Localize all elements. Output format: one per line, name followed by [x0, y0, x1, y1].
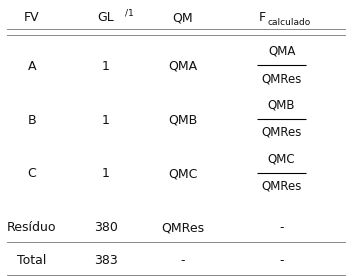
Text: QMRes: QMRes: [162, 221, 205, 234]
Text: 380: 380: [94, 221, 118, 234]
Text: 1: 1: [102, 113, 109, 127]
Text: -: -: [279, 254, 284, 267]
Text: Resíduo: Resíduo: [7, 221, 56, 234]
Text: -: -: [181, 254, 185, 267]
Text: QMA: QMA: [268, 44, 295, 58]
Text: B: B: [27, 113, 36, 127]
Text: QMRes: QMRes: [262, 180, 302, 193]
Text: C: C: [27, 167, 36, 181]
Text: A: A: [27, 60, 36, 73]
Text: FV: FV: [24, 11, 39, 25]
Text: QMRes: QMRes: [262, 72, 302, 85]
Text: QMA: QMA: [169, 60, 197, 73]
Text: calculado: calculado: [268, 18, 311, 27]
Text: GL: GL: [97, 11, 114, 25]
Text: /1: /1: [125, 9, 134, 17]
Text: QMRes: QMRes: [262, 126, 302, 139]
Text: 1: 1: [102, 167, 109, 181]
Text: QM: QM: [173, 11, 193, 25]
Text: QMB: QMB: [268, 98, 295, 112]
Text: QMC: QMC: [268, 152, 295, 165]
Text: 1: 1: [102, 60, 109, 73]
Text: -: -: [279, 221, 284, 234]
Text: 383: 383: [94, 254, 118, 267]
Text: F: F: [259, 11, 266, 25]
Text: QMB: QMB: [168, 113, 198, 127]
Text: QMC: QMC: [168, 167, 198, 181]
Text: Total: Total: [17, 254, 46, 267]
